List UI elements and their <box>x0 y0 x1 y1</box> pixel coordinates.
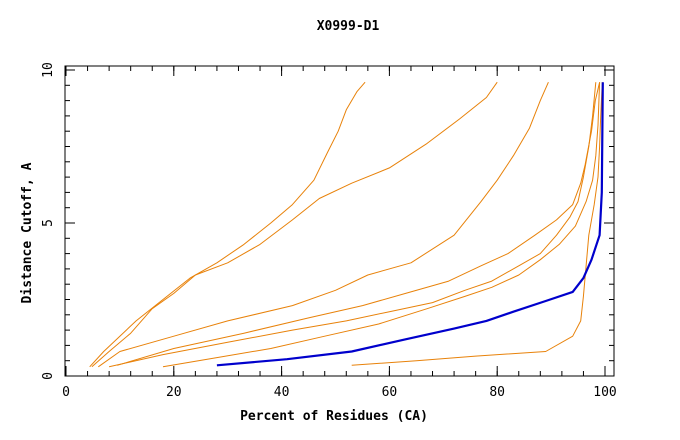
x-tick-label: 0 <box>62 385 70 400</box>
y-tick-label: 5 <box>41 219 56 227</box>
y-tick-label: 0 <box>41 372 56 380</box>
x-tick-label: 20 <box>166 385 182 400</box>
axis-layer: 0 20 40 60 80 100 0 5 10 <box>41 62 617 400</box>
x-tick-label: 60 <box>382 385 398 400</box>
y-tick-label: 10 <box>41 62 56 78</box>
x-axis-label: Percent of Residues (CA) <box>240 409 428 424</box>
plot-frame <box>64 65 615 377</box>
chart-title: X0999-D1 <box>317 19 380 34</box>
series-line-6 <box>162 82 601 368</box>
x-tick-label: 40 <box>274 385 290 400</box>
highlight-series-line <box>216 82 604 367</box>
series-line-3 <box>98 81 549 368</box>
series-line-2 <box>91 81 498 368</box>
y-axis-label: Distance Cutoff, A <box>20 162 35 303</box>
series-line-5 <box>108 82 597 368</box>
series-layer <box>89 81 604 368</box>
series-line-7 <box>351 82 603 366</box>
series-line-4 <box>117 82 601 366</box>
series-line-1 <box>89 81 366 368</box>
x-tick-label: 80 <box>489 385 505 400</box>
x-tick-label: 100 <box>593 385 616 400</box>
